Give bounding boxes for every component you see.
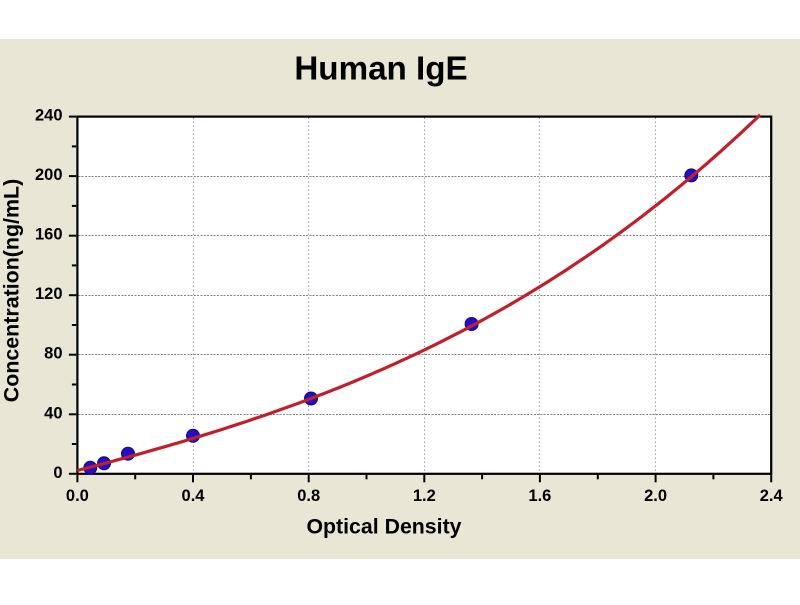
- svg-text:120: 120: [35, 285, 63, 303]
- svg-text:2.0: 2.0: [644, 487, 667, 505]
- svg-text:200: 200: [35, 166, 63, 184]
- svg-text:1.2: 1.2: [413, 487, 436, 505]
- svg-text:40: 40: [44, 404, 62, 422]
- svg-text:240: 240: [35, 107, 63, 125]
- svg-text:0.8: 0.8: [297, 487, 320, 505]
- svg-text:0.4: 0.4: [182, 487, 206, 505]
- svg-text:160: 160: [35, 226, 63, 244]
- svg-text:2.4: 2.4: [760, 487, 784, 505]
- svg-text:Optical Density: Optical Density: [306, 515, 461, 539]
- svg-text:80: 80: [44, 345, 62, 363]
- svg-text:0: 0: [53, 464, 62, 482]
- svg-text:1.6: 1.6: [528, 487, 551, 505]
- svg-text:0.0: 0.0: [66, 487, 89, 505]
- svg-text:Concentration(ng/mL): Concentration(ng/mL): [0, 179, 24, 402]
- svg-text:Human IgE: Human IgE: [294, 51, 467, 88]
